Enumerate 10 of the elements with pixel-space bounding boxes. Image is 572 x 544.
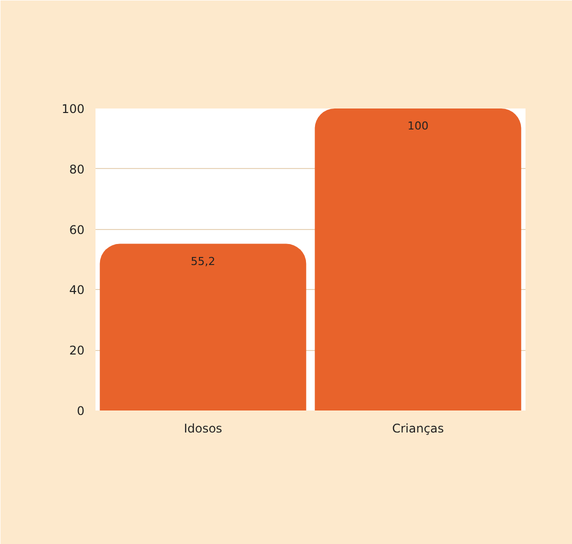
y-tick-label: 0: [76, 404, 85, 418]
y-tick-label: 100: [62, 102, 84, 116]
x-tick-label: Idosos: [184, 422, 222, 436]
data-label: 100: [408, 120, 428, 132]
y-tick-label: 80: [69, 162, 85, 176]
y-tick-label: 40: [69, 283, 85, 298]
y-tick-label: 60: [69, 222, 85, 237]
x-tick-label: Crianças: [392, 422, 444, 436]
data-label: 55,2: [190, 254, 216, 268]
y-tick-label: 20: [69, 344, 85, 358]
